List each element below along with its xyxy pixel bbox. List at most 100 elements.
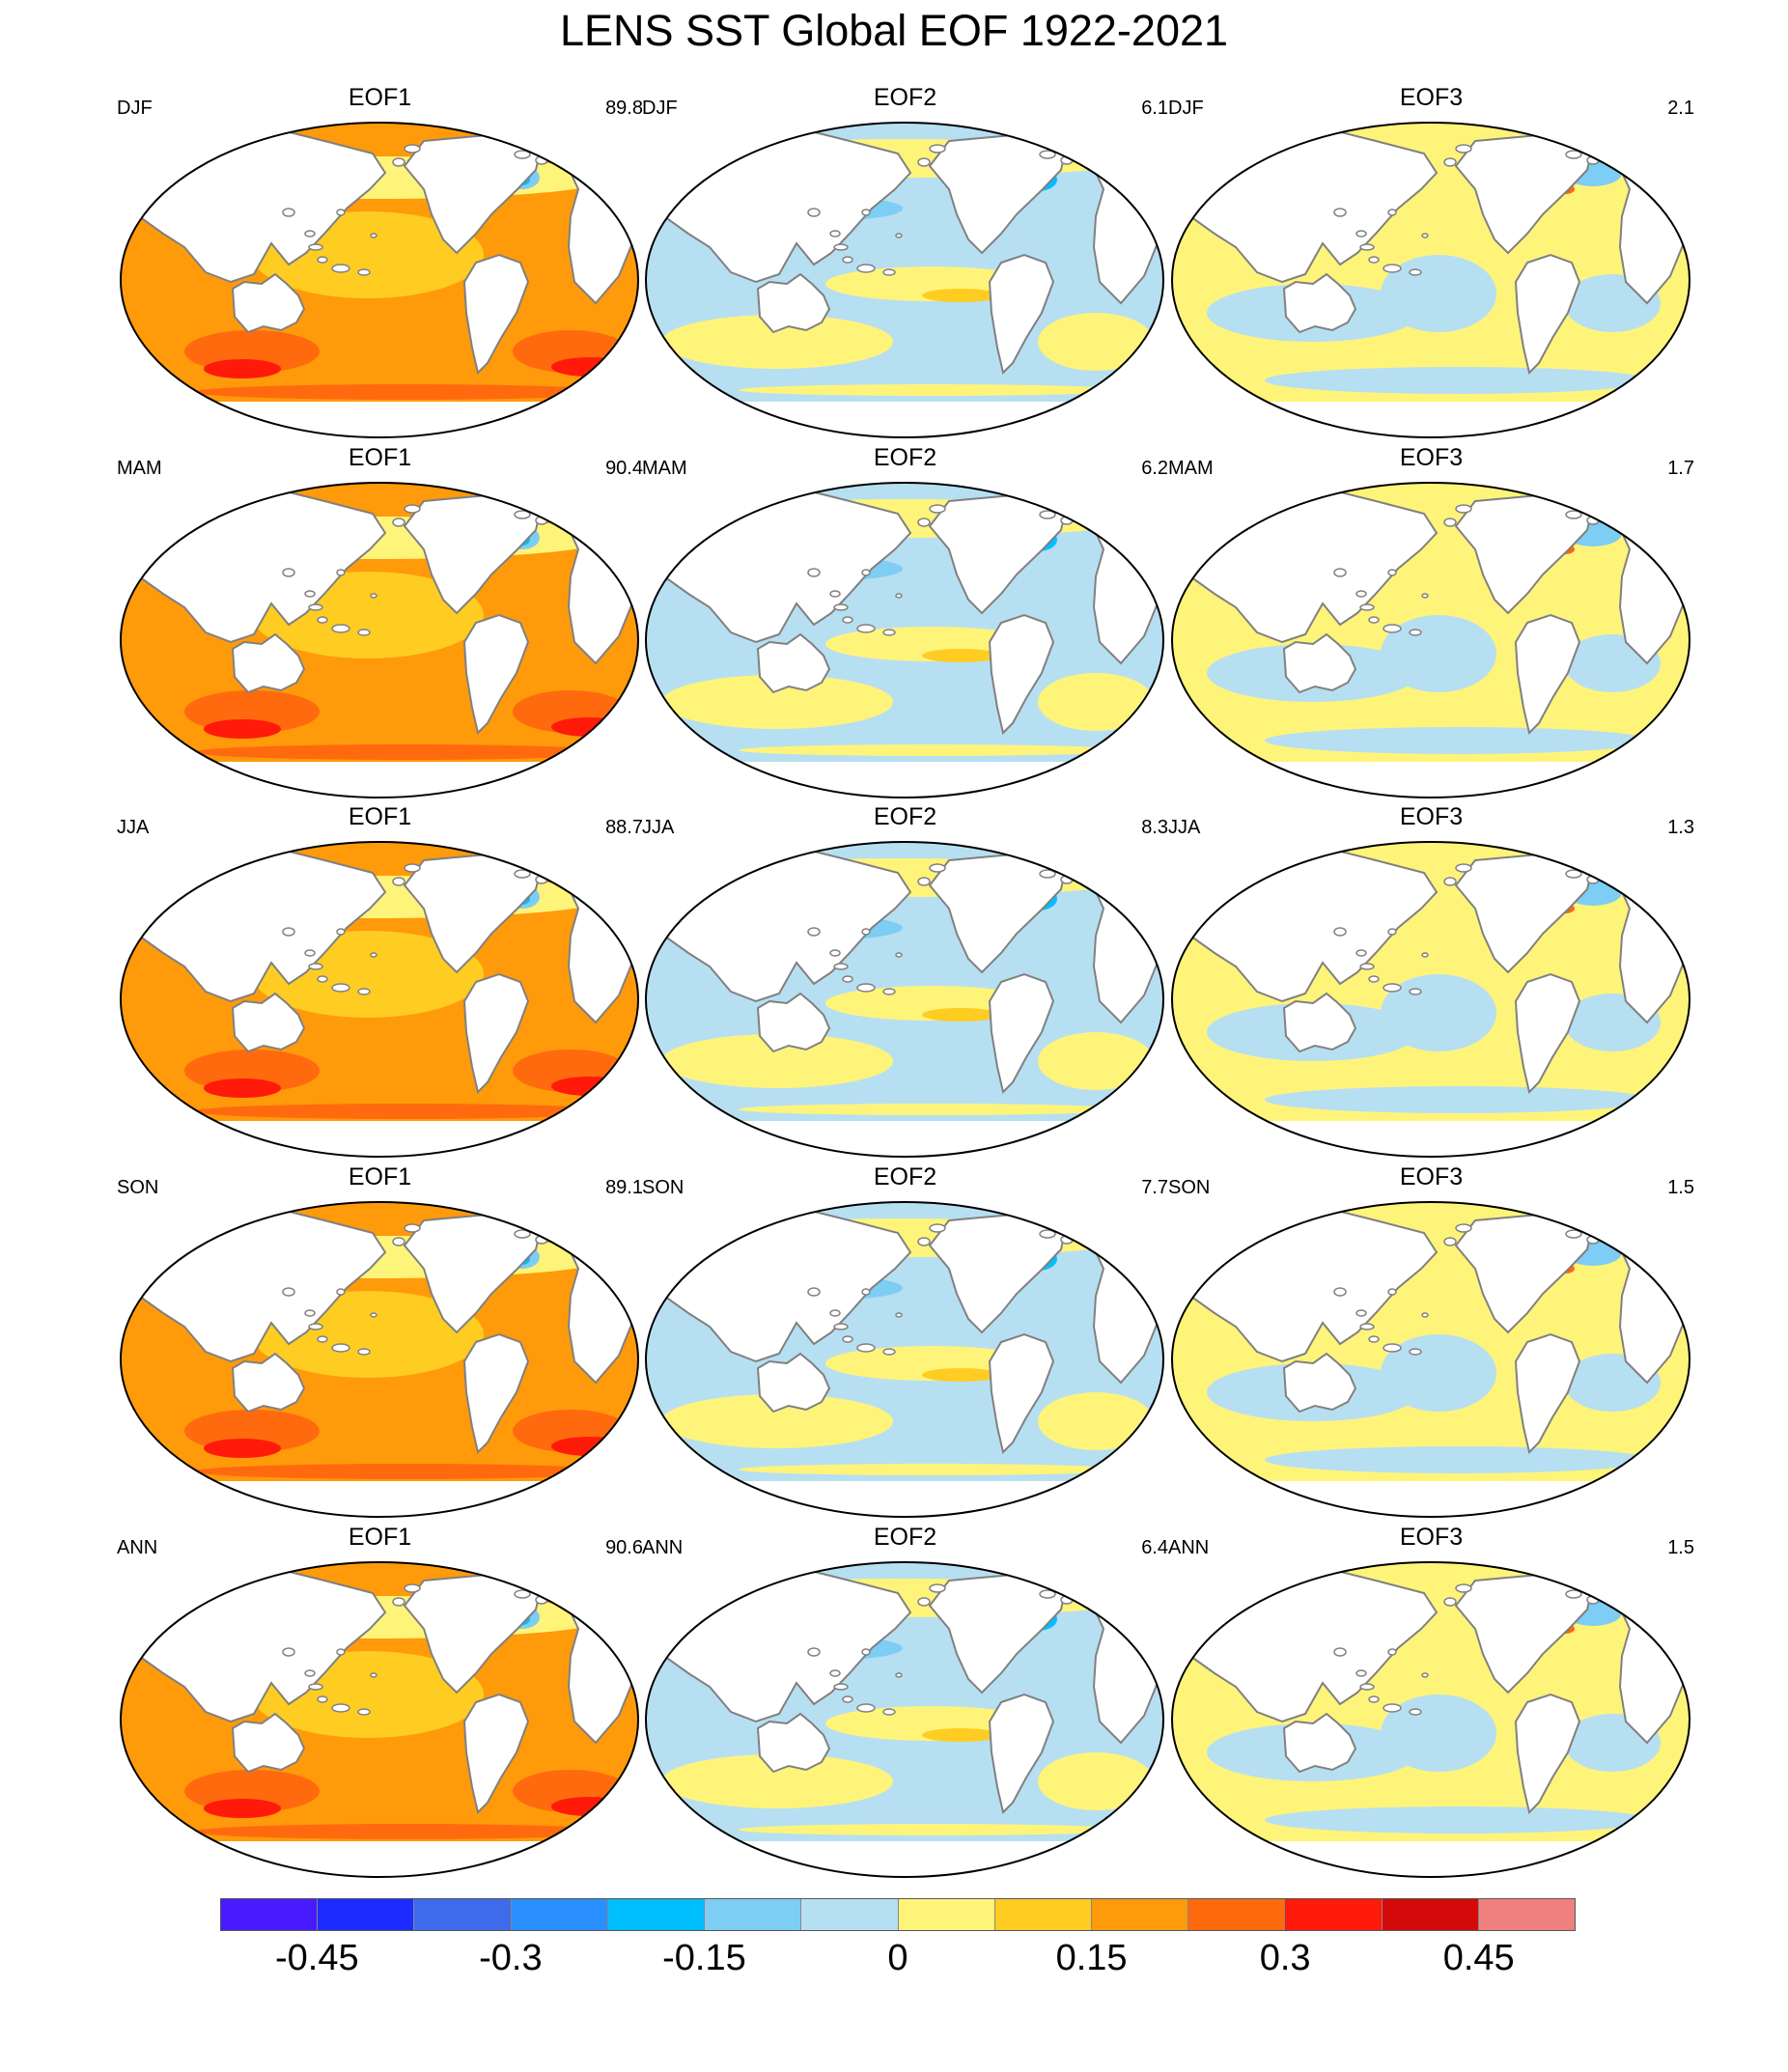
island-outline (861, 209, 871, 216)
island-outline (1409, 1708, 1422, 1716)
eof-label: EOF1 (348, 444, 412, 471)
island-outline (1039, 1589, 1056, 1599)
continent-outline (231, 272, 306, 334)
variance-label: 2.1 (1667, 98, 1694, 119)
island-outline (1333, 208, 1347, 217)
island-outline (336, 209, 346, 216)
island-outline (1355, 230, 1367, 238)
season-label: ANN (117, 1537, 158, 1558)
eof-label: EOF2 (873, 803, 937, 830)
island-outline (370, 593, 377, 599)
island-outline (929, 1223, 946, 1233)
antarctic-edge-region (739, 1824, 1125, 1835)
island-outline (833, 603, 849, 611)
island-outline (882, 988, 896, 995)
island-outline (304, 590, 316, 598)
island-outline (392, 518, 405, 527)
colorbar-cell (705, 1899, 802, 1930)
map-border (120, 1201, 639, 1518)
southern-indian-region (661, 1754, 893, 1808)
continent-outline (1514, 253, 1581, 375)
map-border (1171, 1201, 1690, 1518)
map-panel-djf-eof2: EOF2 DJF 6.1 (642, 83, 1168, 440)
island-outline (1565, 869, 1582, 879)
island-outline (331, 1343, 350, 1353)
sst-field (646, 123, 1163, 437)
antarctica-land (646, 1481, 1163, 1517)
eof-label: EOF1 (348, 1524, 412, 1551)
island-outline (842, 1335, 853, 1343)
map-panel-mam-eof3: EOF3 MAM 1.7 (1168, 443, 1694, 800)
colorbar-tick-label: -0.15 (662, 1938, 746, 1978)
island-outline (357, 1348, 371, 1356)
island-outline (1355, 1309, 1367, 1317)
island-outline (1039, 1229, 1056, 1239)
map-border (120, 482, 639, 798)
island-outline (807, 1287, 821, 1297)
island-outline (317, 1335, 328, 1343)
island-outline (1387, 569, 1397, 576)
continent-outline (756, 992, 831, 1053)
map-panel-ann-eof2: EOF2 ANN 6.4 (642, 1523, 1168, 1880)
southern-ocean-cold-region (1265, 1086, 1651, 1113)
colorbar-tick-label: 0 (887, 1938, 908, 1978)
island-outline (392, 877, 405, 886)
island-outline (1359, 243, 1375, 251)
island-outline (404, 504, 421, 514)
island-outline (1387, 1648, 1397, 1656)
season-label: DJF (117, 98, 153, 119)
continent-outline (1282, 632, 1357, 694)
season-label: ANN (1168, 1537, 1210, 1558)
antarctica-land (646, 1841, 1163, 1877)
colorbar-cell (1091, 1899, 1189, 1930)
south-pacific-cold-region (1381, 1334, 1496, 1412)
south-atlantic-region (1038, 1752, 1154, 1810)
eof-label: EOF3 (1399, 1524, 1464, 1551)
global-map (120, 1561, 639, 1878)
island-outline (1359, 603, 1375, 611)
eof-label: EOF1 (348, 84, 412, 111)
variance-label: 1.3 (1667, 817, 1694, 838)
island-outline (308, 1323, 323, 1330)
island-outline (331, 983, 350, 993)
island-outline (1359, 963, 1375, 970)
island-outline (1039, 150, 1056, 159)
map-panel-ann-eof1: EOF1 ANN 90.6 (117, 1523, 643, 1880)
island-outline (895, 593, 903, 599)
southern-ocean-hotspot (551, 1437, 629, 1456)
continent-outline (231, 992, 306, 1053)
island-outline (895, 233, 903, 238)
season-label: JJA (1168, 817, 1201, 838)
island-outline (1383, 624, 1402, 633)
island-outline (1039, 869, 1056, 879)
eof-label: EOF1 (348, 803, 412, 830)
map-panel-mam-eof2: EOF2 MAM 6.2 (642, 443, 1168, 800)
island-outline (856, 264, 876, 273)
island-outline (1383, 264, 1402, 273)
continent-outline (1514, 1693, 1581, 1814)
island-outline (861, 1288, 871, 1296)
colorbar-cell (1188, 1899, 1286, 1930)
sst-field (1172, 842, 1690, 1157)
island-outline (304, 1309, 316, 1317)
antarctic-edge-region (739, 1104, 1125, 1115)
south-pacific-cold-region (1381, 615, 1496, 692)
island-outline (1409, 988, 1422, 995)
island-outline (833, 1683, 849, 1691)
island-outline (308, 1683, 323, 1691)
island-outline (1565, 510, 1582, 519)
island-outline (1355, 1669, 1367, 1677)
island-outline (895, 1312, 903, 1318)
island-outline (392, 1597, 405, 1607)
map-panel-ann-eof3: EOF3 ANN 1.5 (1168, 1523, 1694, 1880)
map-border (120, 1561, 639, 1878)
global-map (645, 1201, 1164, 1518)
island-outline (1359, 1683, 1375, 1691)
map-panel-son-eof2: EOF2 SON 7.7 (642, 1162, 1168, 1520)
eof-label: EOF2 (873, 84, 937, 111)
island-outline (861, 569, 871, 576)
season-label: DJF (642, 98, 678, 119)
island-outline (929, 863, 946, 873)
continent-outline (462, 253, 530, 375)
colorbar-cell (1382, 1899, 1479, 1930)
